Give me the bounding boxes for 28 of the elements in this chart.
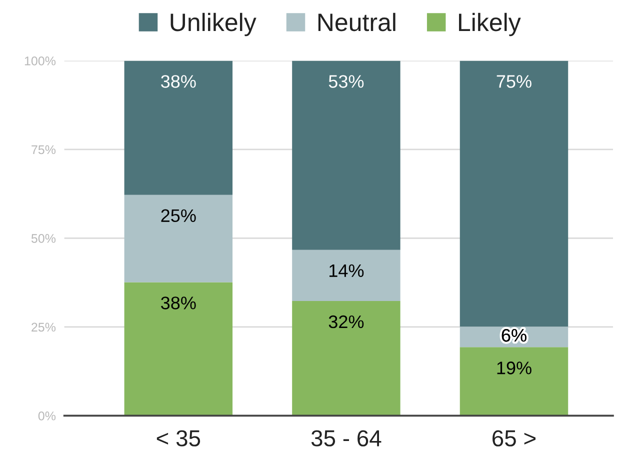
data-label: 14% <box>330 264 364 277</box>
data-label: 75% <box>496 75 532 88</box>
bar <box>124 60 233 195</box>
bar <box>460 60 568 327</box>
y-tick-label: 50% <box>31 234 56 243</box>
bar <box>292 301 400 416</box>
data-label: 53% <box>328 75 364 88</box>
data-label: 38% <box>161 75 196 88</box>
bar <box>292 60 400 250</box>
x-tick-label: 35 - 64 <box>311 430 382 446</box>
bar <box>460 347 568 416</box>
bar <box>124 194 233 282</box>
data-label: 19% <box>497 362 532 374</box>
legend-label: Unlikely <box>170 12 256 36</box>
data-label: 32% <box>328 315 364 328</box>
x-tick-label: < 35 <box>156 430 200 446</box>
y-tick-label: 25% <box>32 322 56 332</box>
y-tick-label: 100% <box>24 56 56 66</box>
y-tick-label: 0% <box>38 412 56 420</box>
data-label: 6% <box>502 328 526 342</box>
legend-label: Neutral <box>318 12 396 32</box>
bar <box>124 282 233 416</box>
legend-label: Likely <box>459 12 521 36</box>
x-tick-label: 65 > <box>492 430 536 446</box>
y-tick-label: 75% <box>32 145 56 154</box>
data-label: 38% <box>161 296 196 310</box>
data-label: 25% <box>161 209 196 222</box>
bar <box>292 250 400 302</box>
